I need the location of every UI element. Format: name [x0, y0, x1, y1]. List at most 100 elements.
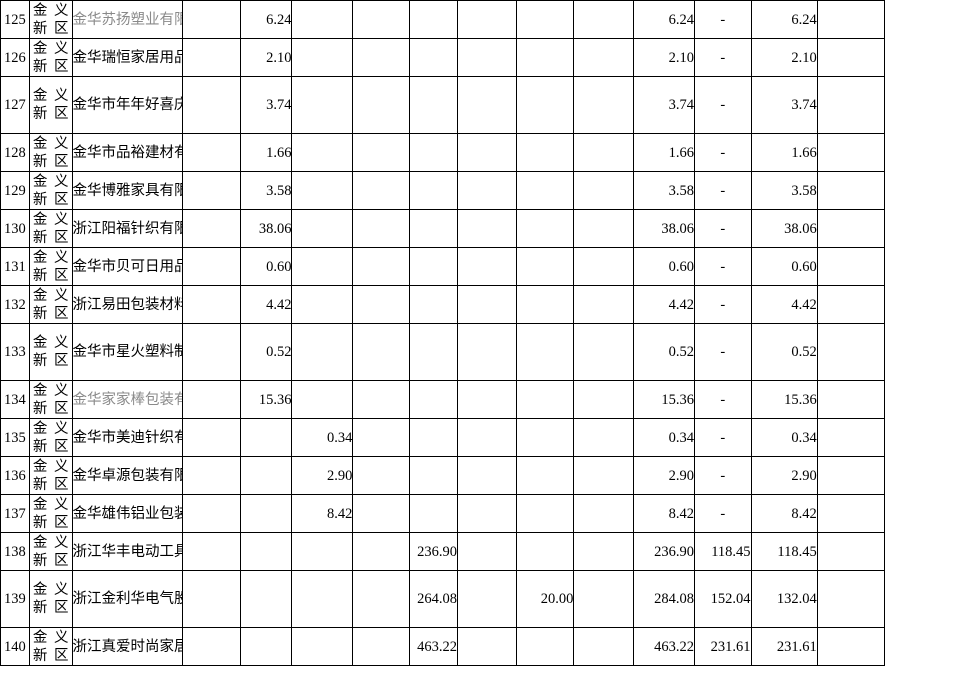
value-cell[interactable]: 463.22 [633, 627, 695, 666]
value-cell[interactable]: 38.06 [633, 209, 695, 248]
table-row[interactable]: 132金义新区浙江易田包装材料有限公司4.424.42-4.42 [0, 285, 962, 324]
value-cell[interactable]: 1.66 [240, 133, 293, 172]
value-cell[interactable]: 2.10 [750, 38, 818, 77]
table-row[interactable]: 140金义新区浙江真爱时尚家居有限公司463.22463.22231.61231… [0, 627, 962, 666]
value-cell-empty[interactable] [816, 76, 886, 134]
value-cell-empty[interactable] [408, 76, 458, 134]
value-cell[interactable]: 2.90 [633, 456, 695, 495]
value-cell[interactable]: 284.08 [633, 570, 695, 628]
value-cell-empty[interactable] [352, 76, 410, 134]
value-cell-empty[interactable] [456, 171, 517, 210]
value-cell-empty[interactable] [573, 456, 635, 495]
value-cell-empty[interactable] [408, 456, 458, 495]
value-cell-empty[interactable] [181, 209, 242, 248]
value-cell[interactable]: 4.42 [750, 285, 818, 324]
value-cell-empty[interactable] [456, 285, 517, 324]
value-cell-empty[interactable] [291, 627, 354, 666]
value-cell[interactable]: 2.10 [240, 38, 293, 77]
value-cell-empty[interactable] [456, 0, 517, 39]
value-cell-dash[interactable]: - [693, 38, 752, 77]
value-cell-empty[interactable] [515, 494, 575, 533]
value-cell-empty[interactable] [408, 0, 458, 39]
value-cell-empty[interactable] [240, 627, 293, 666]
value-cell[interactable]: 8.42 [633, 494, 695, 533]
value-cell-empty[interactable] [456, 323, 517, 381]
value-cell-empty[interactable] [291, 285, 354, 324]
value-cell-empty[interactable] [816, 380, 886, 419]
value-cell-dash[interactable]: - [693, 209, 752, 248]
table-row[interactable]: 133金义新区金华市星火塑料制品有限公司0.520.52-0.52 [0, 323, 962, 381]
value-cell-dash[interactable]: - [693, 494, 752, 533]
value-cell-empty[interactable] [816, 456, 886, 495]
value-cell-empty[interactable] [456, 532, 517, 571]
value-cell-empty[interactable] [456, 247, 517, 286]
value-cell-empty[interactable] [291, 209, 354, 248]
table-row[interactable]: 138金义新区浙江华丰电动工具有限公司236.90236.90118.45118… [0, 532, 962, 571]
value-cell[interactable]: 0.34 [291, 418, 354, 457]
value-cell-empty[interactable] [291, 171, 354, 210]
value-cell-empty[interactable] [816, 494, 886, 533]
value-cell-empty[interactable] [456, 418, 517, 457]
table-row[interactable]: 125金义新区金华苏扬塑业有限公司6.246.24-6.24 [0, 0, 962, 39]
value-cell[interactable]: 3.58 [633, 171, 695, 210]
value-cell[interactable]: 20.00 [515, 570, 575, 628]
value-cell[interactable]: 0.52 [750, 323, 818, 381]
value-cell-empty[interactable] [515, 171, 575, 210]
value-cell-empty[interactable] [352, 247, 410, 286]
value-cell-dash[interactable]: - [693, 418, 752, 457]
value-cell-empty[interactable] [291, 247, 354, 286]
value-cell-empty[interactable] [573, 570, 635, 628]
value-cell-empty[interactable] [181, 323, 242, 381]
value-cell-empty[interactable] [291, 323, 354, 381]
value-cell-empty[interactable] [573, 323, 635, 381]
value-cell-empty[interactable] [181, 380, 242, 419]
value-cell[interactable]: 6.24 [750, 0, 818, 39]
value-cell-empty[interactable] [291, 570, 354, 628]
value-cell-empty[interactable] [515, 323, 575, 381]
value-cell[interactable]: 264.08 [408, 570, 458, 628]
value-cell-empty[interactable] [291, 532, 354, 571]
value-cell[interactable]: 0.34 [750, 418, 818, 457]
value-cell[interactable]: 2.10 [633, 38, 695, 77]
value-cell-empty[interactable] [181, 76, 242, 134]
value-cell-empty[interactable] [456, 627, 517, 666]
value-cell-empty[interactable] [515, 247, 575, 286]
value-cell-dash[interactable]: - [693, 76, 752, 134]
value-cell-empty[interactable] [816, 0, 886, 39]
value-cell-empty[interactable] [181, 38, 242, 77]
table-row[interactable]: 136金义新区金华卓源包装有限公司2.902.90-2.90 [0, 456, 962, 495]
value-cell[interactable]: 1.66 [633, 133, 695, 172]
value-cell-empty[interactable] [352, 0, 410, 39]
value-cell[interactable]: 15.36 [750, 380, 818, 419]
value-cell-empty[interactable] [515, 532, 575, 571]
value-cell-dash[interactable]: - [693, 380, 752, 419]
value-cell-dash[interactable]: - [693, 0, 752, 39]
value-cell[interactable]: 231.61 [693, 627, 752, 666]
value-cell[interactable]: 152.04 [693, 570, 752, 628]
value-cell-empty[interactable] [408, 171, 458, 210]
value-cell-empty[interactable] [352, 38, 410, 77]
value-cell-dash[interactable]: - [693, 247, 752, 286]
value-cell[interactable]: 8.42 [291, 494, 354, 533]
table-row[interactable]: 127金义新区金华市年年好喜庆用品有限公司3.743.74-3.74 [0, 76, 962, 134]
value-cell[interactable]: 0.60 [633, 247, 695, 286]
value-cell-empty[interactable] [515, 456, 575, 495]
value-cell[interactable]: 118.45 [693, 532, 752, 571]
value-cell-empty[interactable] [408, 133, 458, 172]
value-cell[interactable]: 4.42 [633, 285, 695, 324]
value-cell[interactable]: 15.36 [633, 380, 695, 419]
value-cell-empty[interactable] [181, 247, 242, 286]
value-cell-empty[interactable] [181, 133, 242, 172]
value-cell-empty[interactable] [573, 171, 635, 210]
value-cell-empty[interactable] [352, 380, 410, 419]
value-cell[interactable]: 0.52 [633, 323, 695, 381]
value-cell[interactable]: 38.06 [240, 209, 293, 248]
value-cell-empty[interactable] [181, 171, 242, 210]
value-cell-empty[interactable] [573, 380, 635, 419]
value-cell-empty[interactable] [816, 285, 886, 324]
value-cell[interactable]: 0.60 [240, 247, 293, 286]
value-cell[interactable]: 3.74 [240, 76, 293, 134]
value-cell-empty[interactable] [291, 380, 354, 419]
